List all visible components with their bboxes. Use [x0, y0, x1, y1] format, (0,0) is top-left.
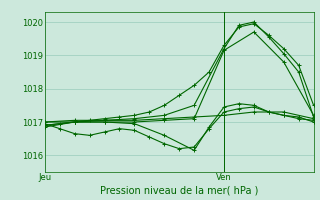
- X-axis label: Pression niveau de la mer( hPa ): Pression niveau de la mer( hPa ): [100, 185, 258, 195]
